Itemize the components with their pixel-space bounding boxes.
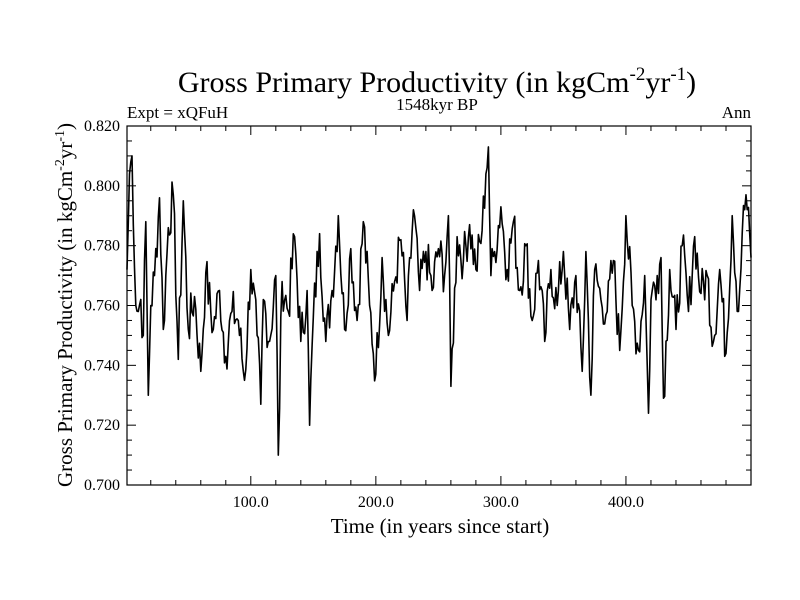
y-axis-tick-labels: 0.700 0.720 0.740 0.760 0.780 0.800 0.820	[84, 118, 120, 494]
experiment-label: Expt = xQFuH	[127, 103, 228, 122]
x-axis-ticks	[150, 126, 727, 485]
season-label: Ann	[722, 103, 752, 122]
y-tick-label: 0.720	[84, 417, 120, 434]
y-axis-label: Gross Primary Productivity (in kgCm-2yr-…	[53, 123, 77, 487]
chart-title: Gross Primary Productivity (in kgCm-2yr-…	[178, 64, 696, 99]
x-axis-label: Time (in years since start)	[331, 514, 550, 538]
y-tick-label: 0.780	[84, 238, 120, 255]
x-axis-tick-labels: 100.0 200.0 300.0 400.0	[233, 494, 644, 511]
period-label: 1548kyr BP	[396, 95, 478, 114]
gpp-series-line	[126, 146, 752, 456]
x-tick-label: 300.0	[483, 494, 519, 511]
x-tick-label: 100.0	[233, 494, 269, 511]
x-tick-label: 200.0	[358, 494, 394, 511]
x-tick-label: 400.0	[608, 494, 644, 511]
y-tick-label: 0.740	[84, 357, 120, 374]
y-tick-label: 0.760	[84, 298, 120, 315]
y-tick-label: 0.800	[84, 178, 120, 195]
y-tick-label: 0.700	[84, 477, 120, 494]
y-tick-label: 0.820	[84, 118, 120, 135]
